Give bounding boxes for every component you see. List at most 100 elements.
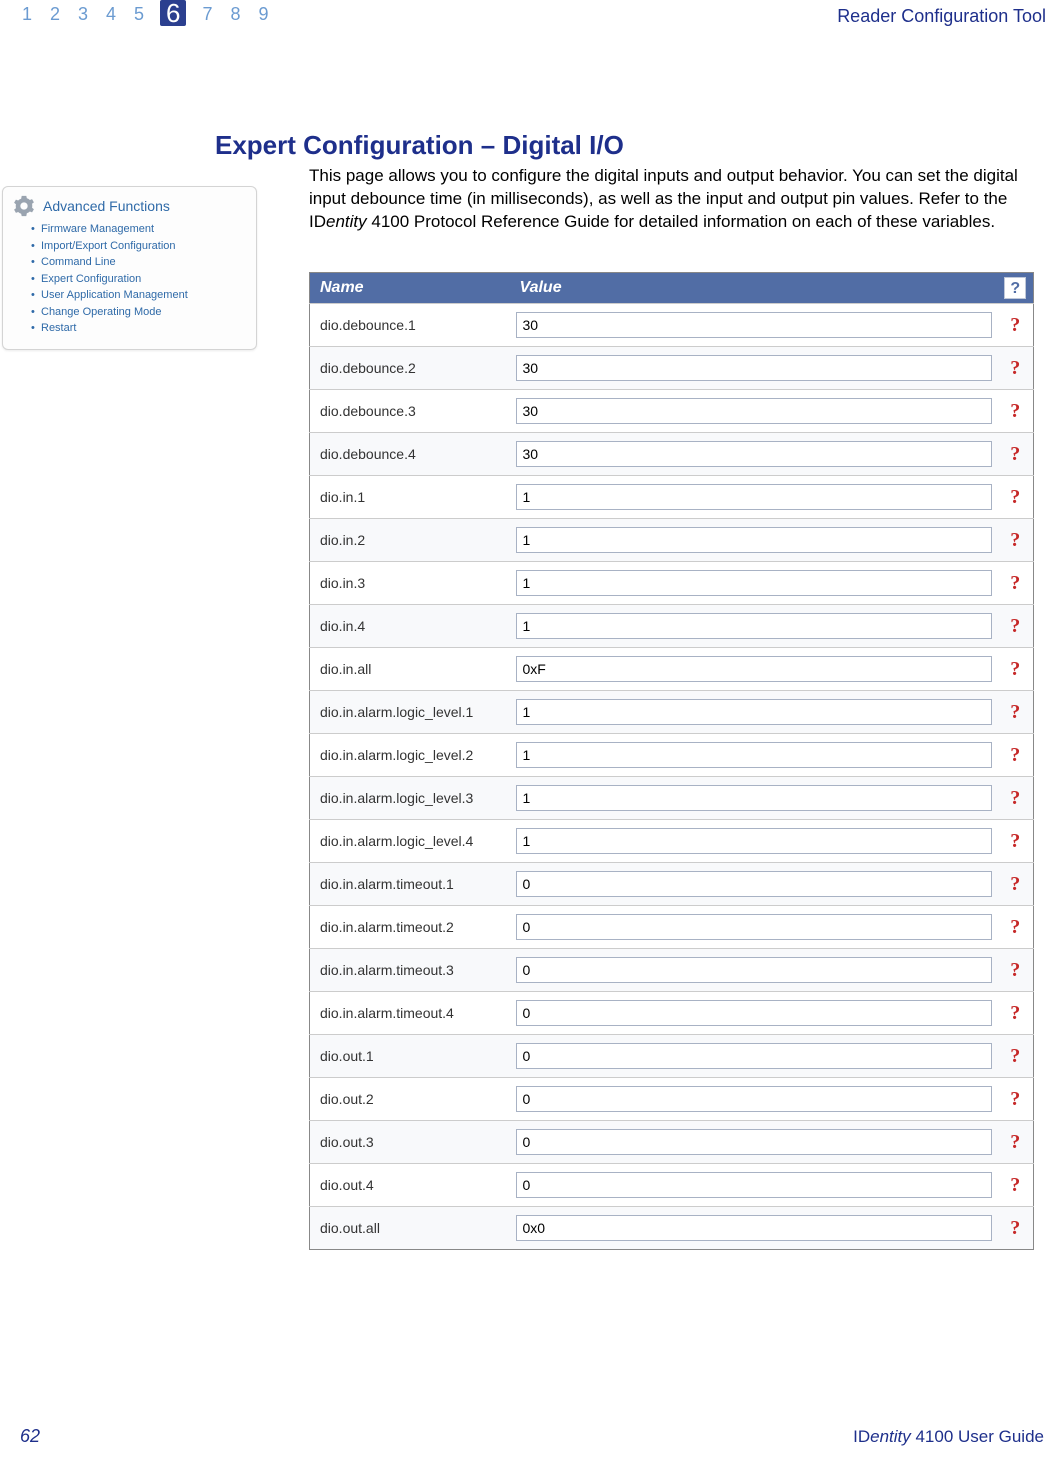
- sidebar-item[interactable]: Restart: [41, 320, 246, 337]
- config-value-input[interactable]: [516, 828, 992, 854]
- config-help-cell: ?: [998, 433, 1034, 476]
- config-row: dio.in.3?: [310, 562, 1034, 605]
- chapter-link-1[interactable]: 1: [20, 4, 34, 30]
- config-help-cell: ?: [998, 605, 1034, 648]
- chapter-link-2[interactable]: 2: [48, 4, 62, 30]
- config-value-input[interactable]: [516, 527, 992, 553]
- footer-prefix: ID: [853, 1427, 870, 1446]
- help-icon[interactable]: ?: [1010, 1174, 1020, 1196]
- config-row: dio.debounce.1?: [310, 304, 1034, 347]
- sidebar-item[interactable]: Import/Export Configuration: [41, 238, 246, 255]
- config-name: dio.in.2: [310, 519, 510, 562]
- config-row: dio.out.all?: [310, 1207, 1034, 1250]
- help-icon[interactable]: ?: [1010, 830, 1020, 852]
- config-help-cell: ?: [998, 992, 1034, 1035]
- footer-italic: entity: [870, 1427, 911, 1446]
- config-value-input[interactable]: [516, 914, 992, 940]
- chapter-link-4[interactable]: 4: [104, 4, 118, 30]
- config-value-input[interactable]: [516, 656, 992, 682]
- sidebar-item[interactable]: User Application Management: [41, 287, 246, 304]
- config-value-input[interactable]: [516, 1172, 992, 1198]
- config-row: dio.out.3?: [310, 1121, 1034, 1164]
- chapter-link-5[interactable]: 5: [132, 4, 146, 30]
- page-header: 123456789 Reader Configuration Tool: [0, 4, 1048, 32]
- config-value-input[interactable]: [516, 613, 992, 639]
- config-row: dio.debounce.4?: [310, 433, 1034, 476]
- config-value-input[interactable]: [516, 570, 992, 596]
- config-name: dio.debounce.4: [310, 433, 510, 476]
- sidebar-item[interactable]: Command Line: [41, 254, 246, 271]
- reference-suffix: 4100 Protocol Reference Guide: [367, 212, 610, 231]
- help-icon[interactable]: ?: [1010, 701, 1020, 723]
- help-icon[interactable]: ?: [1010, 1088, 1020, 1110]
- help-icon[interactable]: ?: [1010, 357, 1020, 379]
- col-header-help[interactable]: ?: [998, 273, 1034, 304]
- config-value-input[interactable]: [516, 1043, 992, 1069]
- chapter-link-3[interactable]: 3: [76, 4, 90, 30]
- config-name: dio.in.alarm.timeout.1: [310, 863, 510, 906]
- help-icon[interactable]: ?: [1010, 787, 1020, 809]
- config-name: dio.in.alarm.logic_level.2: [310, 734, 510, 777]
- sidebar-item[interactable]: Change Operating Mode: [41, 304, 246, 321]
- config-row: dio.in.alarm.timeout.3?: [310, 949, 1034, 992]
- paragraph-lead: This page allows you to configure the di…: [309, 166, 1018, 208]
- config-value-input[interactable]: [516, 1086, 992, 1112]
- page-number: 62: [20, 1426, 40, 1447]
- config-value-input[interactable]: [516, 1129, 992, 1155]
- config-name: dio.in.alarm.timeout.3: [310, 949, 510, 992]
- config-value-input[interactable]: [516, 699, 992, 725]
- config-name: dio.in.alarm.logic_level.3: [310, 777, 510, 820]
- help-icon[interactable]: ?: [1010, 744, 1020, 766]
- help-icon[interactable]: ?: [1010, 1045, 1020, 1067]
- help-icon[interactable]: ?: [1010, 572, 1020, 594]
- help-icon[interactable]: ?: [1010, 873, 1020, 895]
- config-value-input[interactable]: [516, 871, 992, 897]
- help-icon[interactable]: ?: [1010, 529, 1020, 551]
- config-value-cell: [510, 734, 998, 777]
- config-value-cell: [510, 519, 998, 562]
- chapter-link-6[interactable]: 6: [160, 0, 186, 26]
- config-value-input[interactable]: [516, 355, 992, 381]
- help-icon[interactable]: ?: [1010, 1217, 1020, 1239]
- config-value-input[interactable]: [516, 312, 992, 338]
- help-icon[interactable]: ?: [1010, 615, 1020, 637]
- config-value-input[interactable]: [516, 1215, 992, 1241]
- config-help-cell: ?: [998, 1035, 1034, 1078]
- config-value-cell: [510, 906, 998, 949]
- config-name: dio.in.alarm.logic_level.1: [310, 691, 510, 734]
- config-help-cell: ?: [998, 863, 1034, 906]
- config-value-input[interactable]: [516, 785, 992, 811]
- config-value-input[interactable]: [516, 957, 992, 983]
- help-icon[interactable]: ?: [1010, 959, 1020, 981]
- chapter-link-8[interactable]: 8: [228, 4, 242, 30]
- config-row: dio.out.2?: [310, 1078, 1034, 1121]
- config-value-input[interactable]: [516, 742, 992, 768]
- sidebar-item[interactable]: Expert Configuration: [41, 271, 246, 288]
- help-icon[interactable]: ?: [1010, 1002, 1020, 1024]
- col-header-value: Value: [510, 273, 998, 304]
- help-icon[interactable]: ?: [1010, 486, 1020, 508]
- config-name: dio.in.4: [310, 605, 510, 648]
- config-value-input[interactable]: [516, 441, 992, 467]
- help-icon[interactable]: ?: [1010, 1131, 1020, 1153]
- chapter-link-7[interactable]: 7: [200, 4, 214, 30]
- help-icon[interactable]: ?: [1010, 916, 1020, 938]
- chapter-link-9[interactable]: 9: [256, 4, 270, 30]
- config-value-cell: [510, 476, 998, 519]
- help-icon[interactable]: ?: [1010, 400, 1020, 422]
- help-icon[interactable]: ?: [1010, 443, 1020, 465]
- config-value-input[interactable]: [516, 1000, 992, 1026]
- config-value-input[interactable]: [516, 484, 992, 510]
- help-icon[interactable]: ?: [1010, 314, 1020, 336]
- sidebar-list: Firmware ManagementImport/Export Configu…: [13, 221, 246, 337]
- config-table: Name Value ? dio.debounce.1?dio.debounce…: [309, 272, 1034, 1250]
- config-name: dio.in.alarm.timeout.2: [310, 906, 510, 949]
- config-value-input[interactable]: [516, 398, 992, 424]
- help-icon[interactable]: ?: [1010, 658, 1020, 680]
- sidebar-item[interactable]: Firmware Management: [41, 221, 246, 238]
- config-value-cell: [510, 648, 998, 691]
- config-row: dio.in.1?: [310, 476, 1034, 519]
- sidebar-header: Advanced Functions: [13, 195, 246, 217]
- help-header-icon[interactable]: ?: [1004, 277, 1026, 299]
- config-help-cell: ?: [998, 648, 1034, 691]
